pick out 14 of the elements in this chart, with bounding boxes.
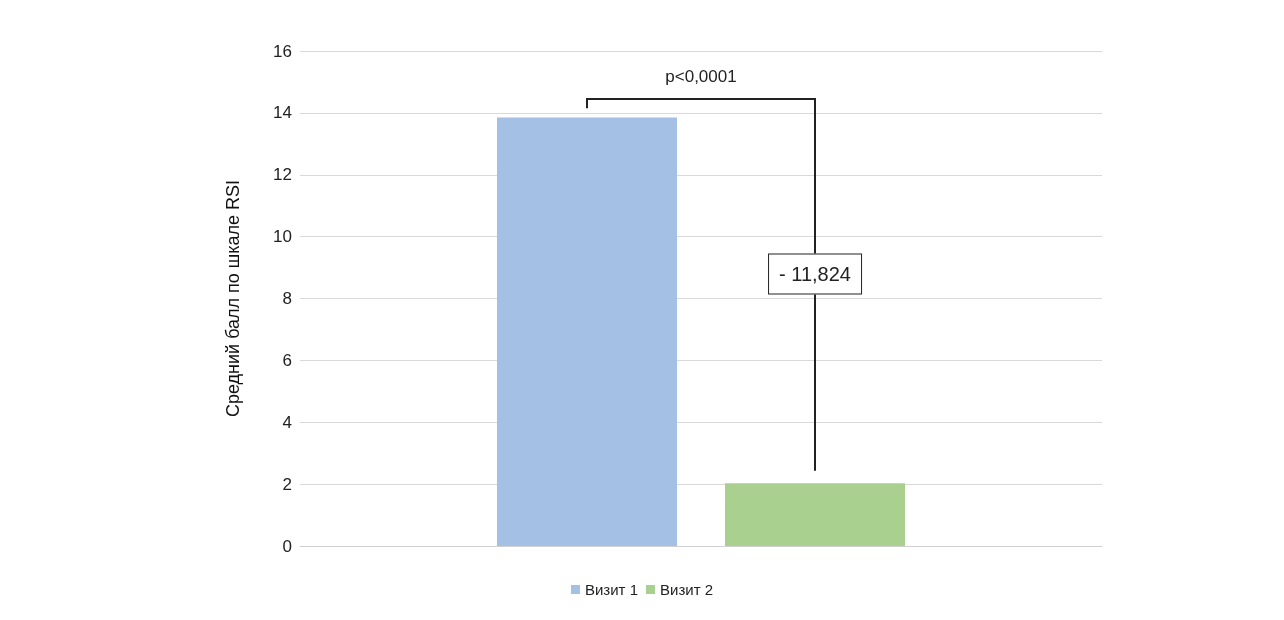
y-tick-label: 14 bbox=[273, 103, 292, 123]
legend-label: Визит 1 bbox=[584, 581, 639, 598]
y-tick-label: 10 bbox=[273, 227, 292, 247]
annotation: p<0,0001 bbox=[665, 66, 737, 87]
y-tick-label: 16 bbox=[273, 41, 292, 61]
annotation: - 11,824 bbox=[768, 253, 862, 295]
legend-label: Визит 2 bbox=[660, 581, 714, 598]
y-tick-label: 4 bbox=[282, 412, 292, 432]
y-axis-title: Средний балл по шкале RSI bbox=[223, 179, 243, 418]
y-tick-label: 12 bbox=[273, 165, 292, 185]
y-tick-label: 2 bbox=[282, 474, 292, 494]
y-tick-label: 8 bbox=[282, 289, 292, 308]
y-tick-label: 6 bbox=[282, 350, 292, 370]
y-tick-label: 0 bbox=[282, 536, 292, 556]
